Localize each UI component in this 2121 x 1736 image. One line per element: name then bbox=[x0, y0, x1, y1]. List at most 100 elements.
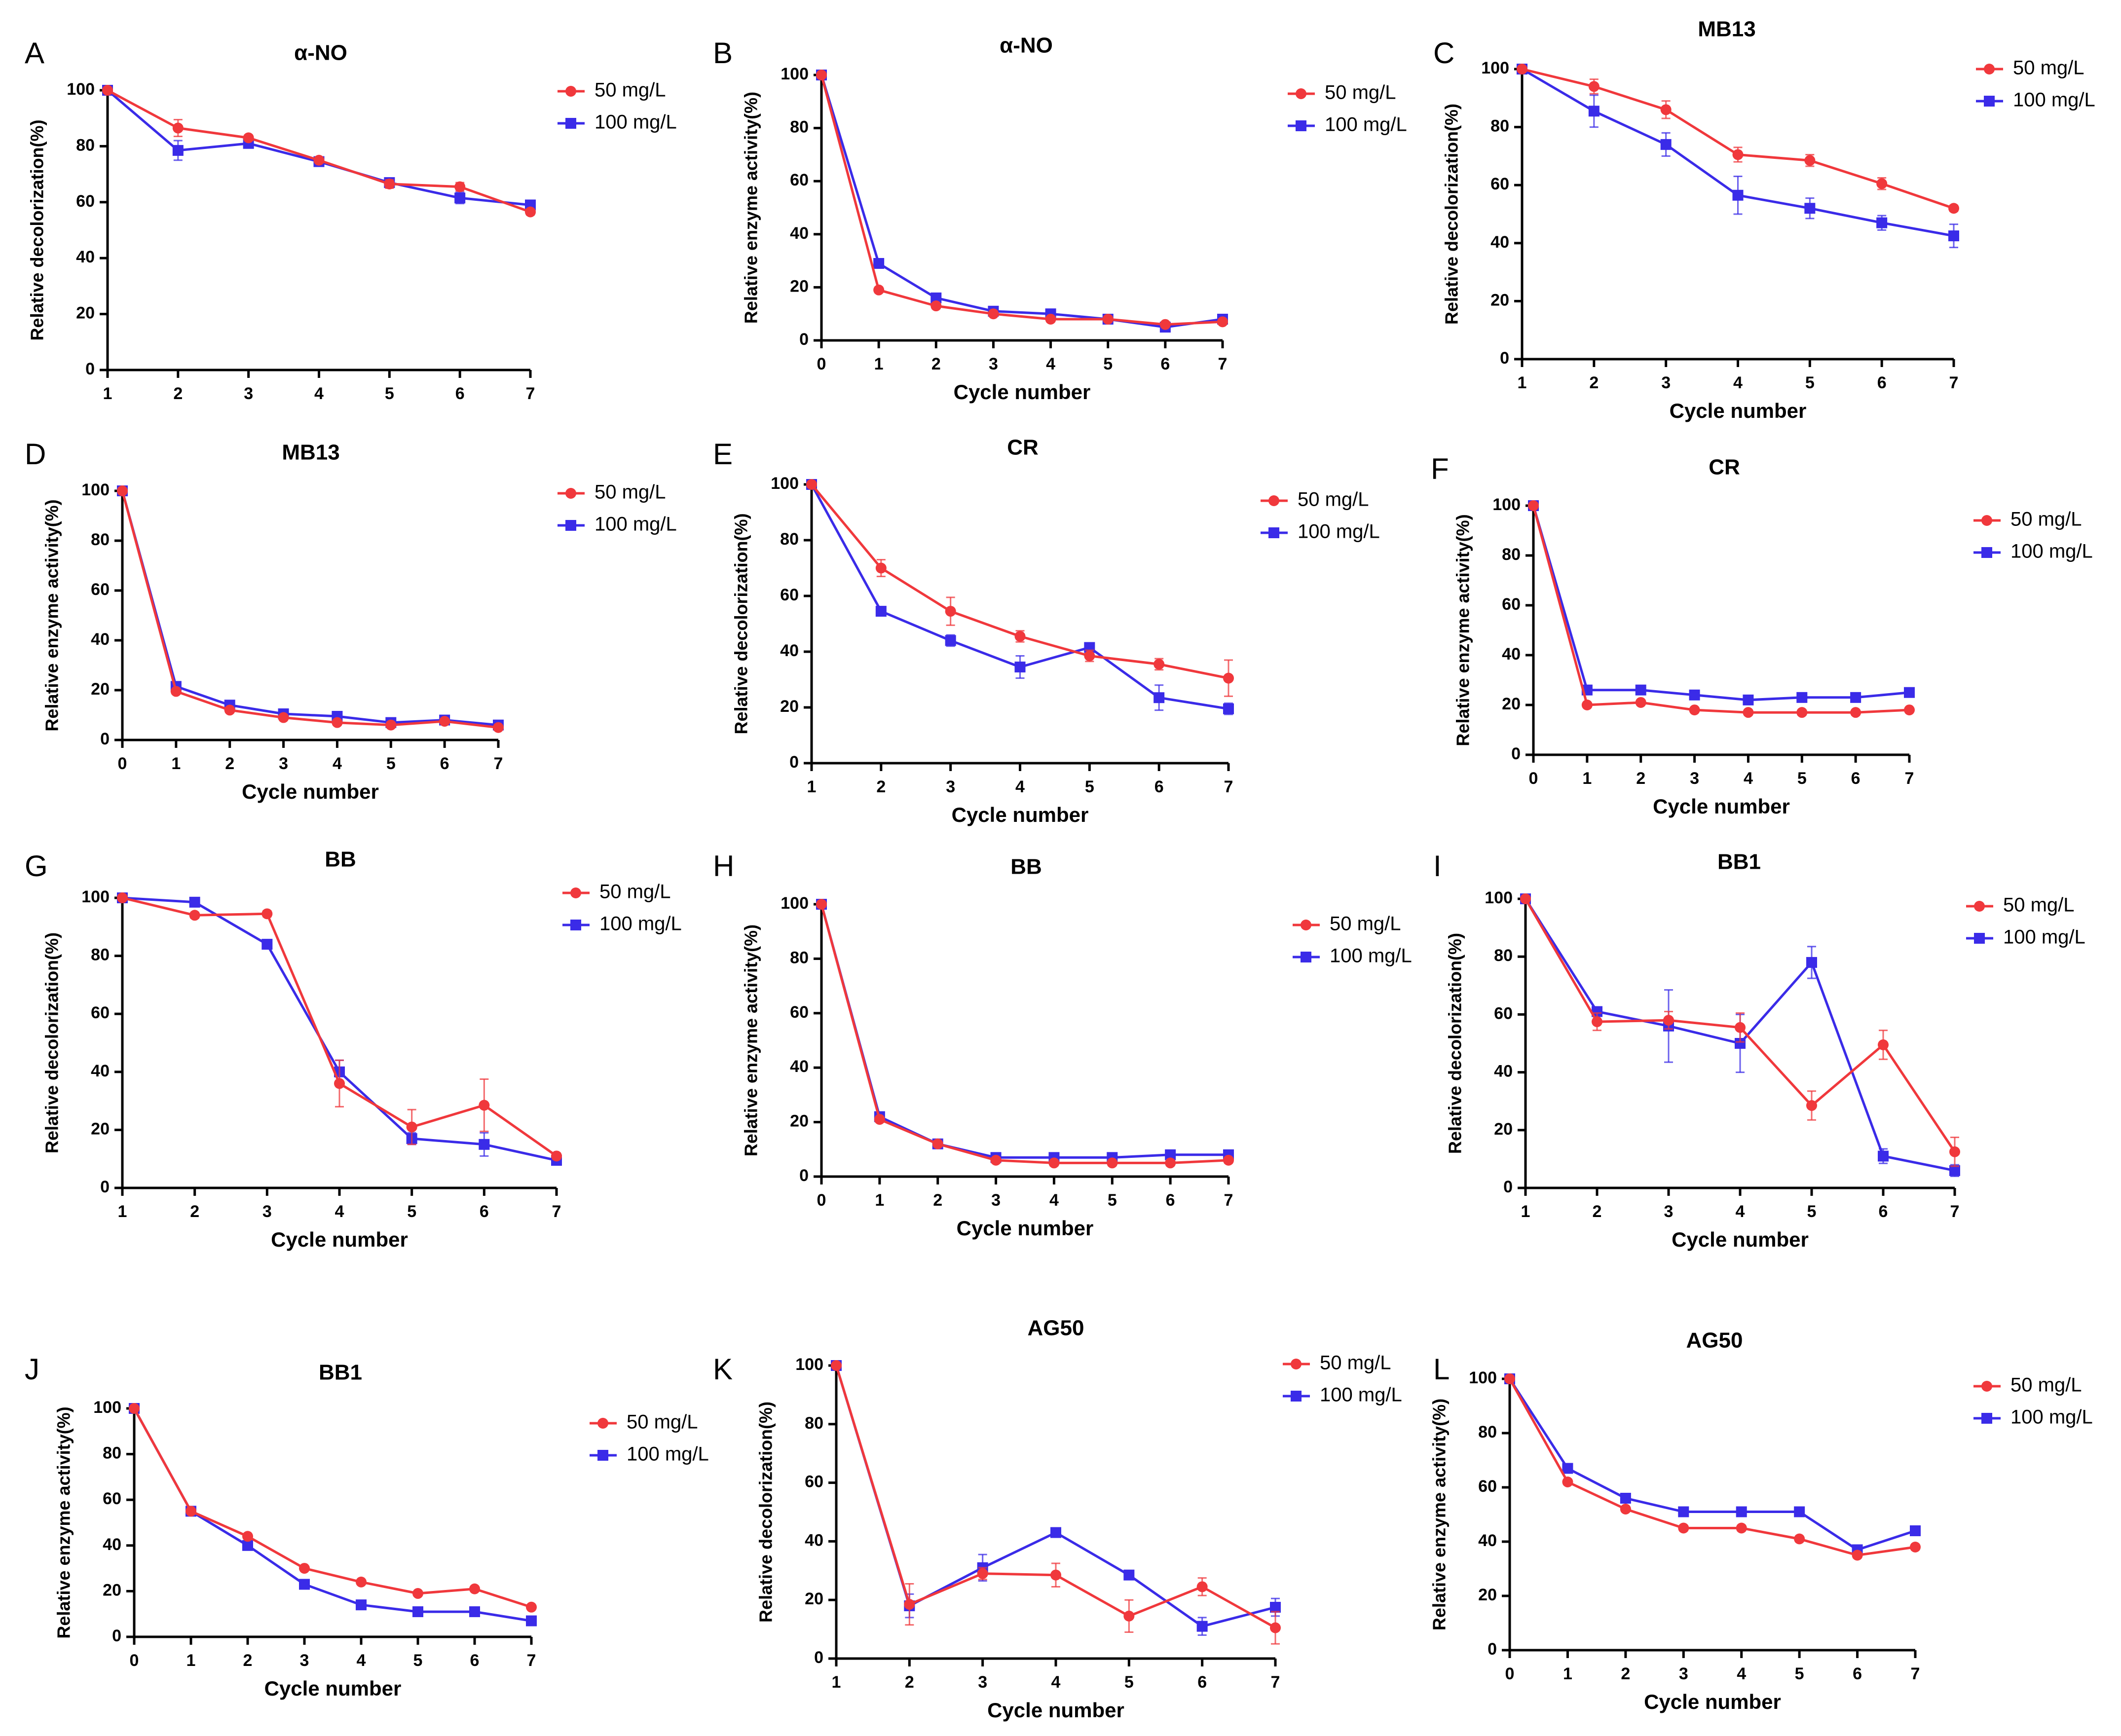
legend-entry-50-j: 50 mg/L bbox=[590, 1411, 698, 1433]
x-tick-label-a: 5 bbox=[385, 384, 394, 403]
data-point-f bbox=[1904, 704, 1915, 716]
y-tick-label-a: 60 bbox=[76, 192, 95, 211]
x-tick-label-d: 5 bbox=[386, 754, 396, 773]
y-tick-label-g: 40 bbox=[91, 1062, 110, 1080]
data-point-k bbox=[904, 1599, 915, 1610]
legend-label-b: 100 mg/L bbox=[1325, 114, 1407, 136]
series-line-h bbox=[820, 904, 1228, 1159]
x-tick-label-j: 4 bbox=[357, 1651, 366, 1670]
chart-title-g: BB bbox=[325, 848, 356, 872]
data-point-e bbox=[1084, 650, 1095, 662]
y-tick-label-l: 40 bbox=[1478, 1531, 1497, 1550]
series-100-g bbox=[117, 892, 562, 1166]
data-point-h bbox=[1107, 1157, 1118, 1169]
legend-entry-50-l: 50 mg/L bbox=[1973, 1374, 2082, 1396]
x-tick-label-k: 6 bbox=[1197, 1673, 1207, 1692]
legend-entry-50-e: 50 mg/L bbox=[1261, 489, 1369, 511]
data-point-k bbox=[1196, 1581, 1208, 1592]
legend-marker-f bbox=[1981, 515, 1992, 526]
x-tick-label-k: 7 bbox=[1271, 1673, 1280, 1692]
data-point-g bbox=[551, 1150, 562, 1162]
legend-label-i: 50 mg/L bbox=[2003, 894, 2075, 916]
data-point-g bbox=[334, 1078, 345, 1089]
data-point-d bbox=[439, 716, 450, 727]
series-line-f bbox=[1532, 505, 1910, 702]
x-tick-label-f: 6 bbox=[1851, 769, 1861, 788]
panel-letter-i: I bbox=[1433, 850, 1442, 883]
series-line-d bbox=[121, 490, 499, 729]
data-point-k bbox=[1050, 1569, 1061, 1581]
data-point-d bbox=[170, 686, 182, 697]
data-point-e bbox=[1154, 659, 1165, 670]
y-tick-label-c: 40 bbox=[1490, 233, 1509, 252]
data-point-j bbox=[412, 1606, 423, 1618]
x-axis-title-e: Cycle number bbox=[952, 803, 1089, 826]
y-tick-label-d: 100 bbox=[81, 480, 110, 499]
data-point-i bbox=[1735, 1038, 1746, 1049]
legend-marker-b bbox=[1296, 120, 1306, 131]
legend-label-k: 50 mg/L bbox=[1320, 1352, 1391, 1374]
data-point-f bbox=[1581, 700, 1593, 710]
y-tick-label-h: 100 bbox=[781, 894, 809, 913]
data-point-i bbox=[1806, 1100, 1817, 1111]
x-tick-label-j: 3 bbox=[300, 1651, 309, 1670]
legend-marker-i bbox=[1974, 901, 1985, 912]
data-point-d bbox=[278, 712, 289, 723]
y-tick-label-e: 40 bbox=[780, 641, 799, 660]
data-point-e bbox=[875, 562, 887, 574]
data-point-l bbox=[1562, 1463, 1573, 1474]
data-point-g bbox=[189, 910, 200, 921]
legend-marker-e bbox=[1268, 495, 1279, 506]
data-point-i bbox=[1592, 1016, 1602, 1028]
legend-entry-100-e: 100 mg/L bbox=[1261, 521, 1380, 543]
data-point-g bbox=[479, 1139, 490, 1150]
data-point-l bbox=[1504, 1373, 1515, 1384]
x-axis-title-k: Cycle number bbox=[987, 1699, 1124, 1722]
y-axis-title-a: Relative decolorization(%) bbox=[27, 119, 47, 340]
x-tick-label-f: 3 bbox=[1690, 769, 1699, 788]
legend-label-c: 50 mg/L bbox=[2013, 57, 2084, 79]
chart-l: L AG50 0 20 40 60 80 100 0 1 2 3 4 5 6 7 Cycle number Rel… bbox=[1429, 1329, 2093, 1713]
x-tick-label-g: 4 bbox=[335, 1202, 344, 1221]
data-point-d bbox=[332, 717, 343, 728]
x-tick-label-c: 4 bbox=[1733, 373, 1743, 392]
data-point-l bbox=[1678, 1522, 1689, 1534]
y-tick-label-l: 0 bbox=[1488, 1640, 1497, 1659]
chart-title-a: α-NO bbox=[294, 41, 347, 65]
y-tick-label-g: 0 bbox=[100, 1178, 110, 1196]
x-axis-title-j: Cycle number bbox=[264, 1677, 402, 1700]
data-point-f bbox=[1796, 707, 1808, 718]
data-point-j bbox=[242, 1540, 253, 1551]
y-tick-label-c: 100 bbox=[1481, 59, 1509, 77]
legend-entry-100-h: 100 mg/L bbox=[1293, 945, 1412, 967]
x-tick-label-l: 5 bbox=[1795, 1664, 1804, 1683]
x-tick-label-g: 1 bbox=[118, 1202, 127, 1221]
x-tick-label-d: 3 bbox=[279, 754, 288, 773]
data-point-a bbox=[384, 178, 395, 189]
data-point-j bbox=[526, 1615, 537, 1626]
data-point-d bbox=[224, 704, 235, 716]
y-tick-label-i: 0 bbox=[1503, 1178, 1513, 1196]
data-point-i bbox=[1735, 1022, 1746, 1033]
series-50-k bbox=[831, 1360, 1281, 1645]
legend-label-c: 100 mg/L bbox=[2013, 89, 2095, 111]
x-axis-title-l: Cycle number bbox=[1644, 1690, 1781, 1713]
series-50-d bbox=[117, 485, 504, 733]
legend-marker-k bbox=[1291, 1359, 1302, 1369]
data-point-h bbox=[932, 1138, 943, 1149]
x-tick-label-e: 6 bbox=[1154, 777, 1164, 796]
legend-marker-c bbox=[1984, 96, 1995, 107]
panel-letter-f: F bbox=[1431, 452, 1449, 485]
legend-label-e: 50 mg/L bbox=[1298, 489, 1369, 511]
x-tick-label-d: 4 bbox=[333, 754, 342, 773]
series-line-e bbox=[811, 483, 1229, 680]
y-tick-label-f: 40 bbox=[1502, 645, 1521, 664]
y-tick-label-e: 100 bbox=[771, 474, 799, 493]
chart-c: C MB13 0 20 40 60 80 100 1 2 3 4 5 6 7 Cycle number Rela… bbox=[1433, 17, 2095, 422]
y-tick-label-a: 0 bbox=[85, 360, 95, 378]
x-tick-label-h: 7 bbox=[1224, 1191, 1233, 1210]
y-tick-label-e: 0 bbox=[789, 753, 799, 772]
y-tick-label-d: 80 bbox=[91, 530, 110, 549]
y-tick-label-k: 100 bbox=[795, 1355, 823, 1374]
y-tick-label-b: 80 bbox=[790, 118, 809, 137]
